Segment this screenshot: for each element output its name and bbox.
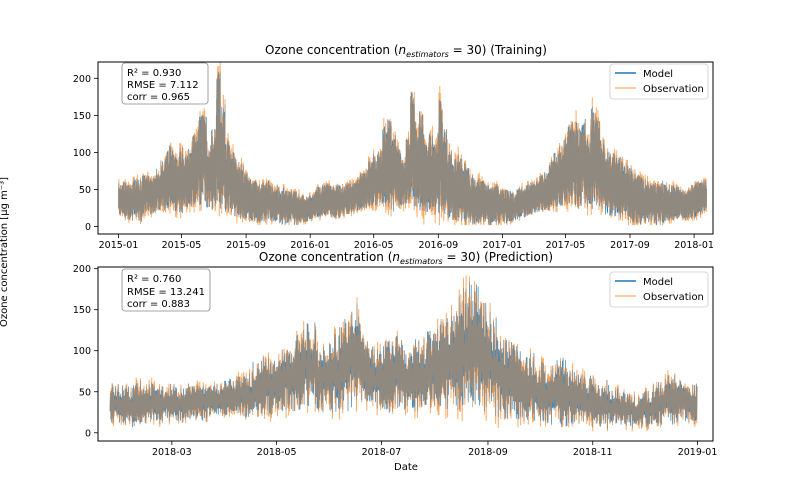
training-legend: Model Observation [609, 63, 709, 100]
training-x-tick-label: 2015-09 [226, 240, 266, 251]
training-axes-frame [97, 61, 714, 235]
training-y-tick-label: 200 [73, 74, 91, 85]
prediction-y-tick-label: 100 [73, 346, 91, 357]
prediction-y-tick-label: 200 [73, 264, 91, 275]
training-panel: Ozone concentration (nestimators = 30) (… [73, 43, 714, 251]
prediction-legend-model: Model [643, 277, 673, 288]
prediction-stats-box: R² = 0.760 RMSE = 13.241 corr = 0.883 [121, 268, 211, 312]
prediction-y-tick-label: 50 [79, 387, 91, 398]
x-axis-label: Date [394, 462, 418, 473]
training-rmse: RMSE = 7.112 [127, 80, 199, 91]
training-x-tick-label: 2016-05 [354, 240, 394, 251]
prediction-x-tick-label: 2019-01 [678, 447, 718, 458]
prediction-observation-overlay [109, 275, 698, 432]
training-model-series [118, 71, 707, 226]
prediction-corr: corr = 0.883 [127, 299, 190, 310]
training-x-tick-label: 2015-01 [99, 240, 139, 251]
prediction-x-ticks: 2018-03 2018-05 2018-07 2018-09 2018-11 2019-… [152, 441, 717, 458]
prediction-r2: R² = 0.760 [127, 274, 181, 285]
prediction-legend: Model Observation [609, 271, 709, 308]
prediction-y-tick-label: 0 [85, 428, 91, 439]
training-y-tick-label: 0 [85, 222, 91, 233]
training-legend-model: Model [643, 69, 673, 80]
prediction-legend-observation: Observation [643, 292, 704, 303]
training-y-tick-label: 150 [73, 111, 91, 122]
training-title: Ozone concentration (nestimators = 30) (… [265, 43, 547, 59]
training-observation-overlay [118, 62, 708, 226]
shared-ylabel: Ozone concentration [μg m⁻³] [0, 177, 10, 327]
prediction-x-tick-label: 2018-03 [152, 447, 192, 458]
prediction-x-tick-label: 2018-05 [257, 447, 297, 458]
training-y-tick-label: 50 [79, 185, 91, 196]
prediction-y-tick-label: 150 [73, 305, 91, 316]
prediction-x-tick-label: 2018-09 [468, 447, 508, 458]
prediction-rmse: RMSE = 13.241 [127, 287, 205, 298]
prediction-y-ticks: 0 50 100 150 200 [73, 264, 98, 439]
prediction-model-line [109, 275, 698, 432]
training-x-tick-label: 2018-01 [674, 240, 714, 251]
training-x-ticks: 2015-01 2015-05 2015-09 2016-01 2016-05 2016-… [99, 234, 714, 251]
training-r2: R² = 0.930 [127, 68, 181, 79]
prediction-title: Ozone concentration (nestimators = 30) (… [259, 250, 553, 266]
prediction-axes-frame [97, 266, 714, 442]
training-y-ticks: 0 50 100 150 200 [73, 74, 98, 233]
prediction-x-tick-label: 2018-11 [573, 447, 613, 458]
training-x-tick-label: 2017-01 [483, 240, 523, 251]
training-x-tick-label: 2016-01 [290, 240, 330, 251]
training-stats-box: R² = 0.930 RMSE = 7.112 corr = 0.965 [121, 62, 209, 105]
prediction-panel: Ozone concentration (nestimators = 30) (… [73, 250, 718, 458]
prediction-model-series [109, 281, 698, 430]
training-model-line [118, 62, 708, 226]
training-y-tick-label: 100 [73, 148, 91, 159]
training-x-tick-label: 2017-05 [546, 240, 586, 251]
prediction-x-tick-label: 2018-07 [362, 447, 402, 458]
training-legend-observation: Observation [643, 84, 704, 95]
training-x-tick-label: 2015-05 [162, 240, 202, 251]
training-x-tick-label: 2017-09 [610, 240, 650, 251]
training-x-tick-label: 2016-09 [418, 240, 458, 251]
training-corr: corr = 0.965 [127, 92, 190, 103]
